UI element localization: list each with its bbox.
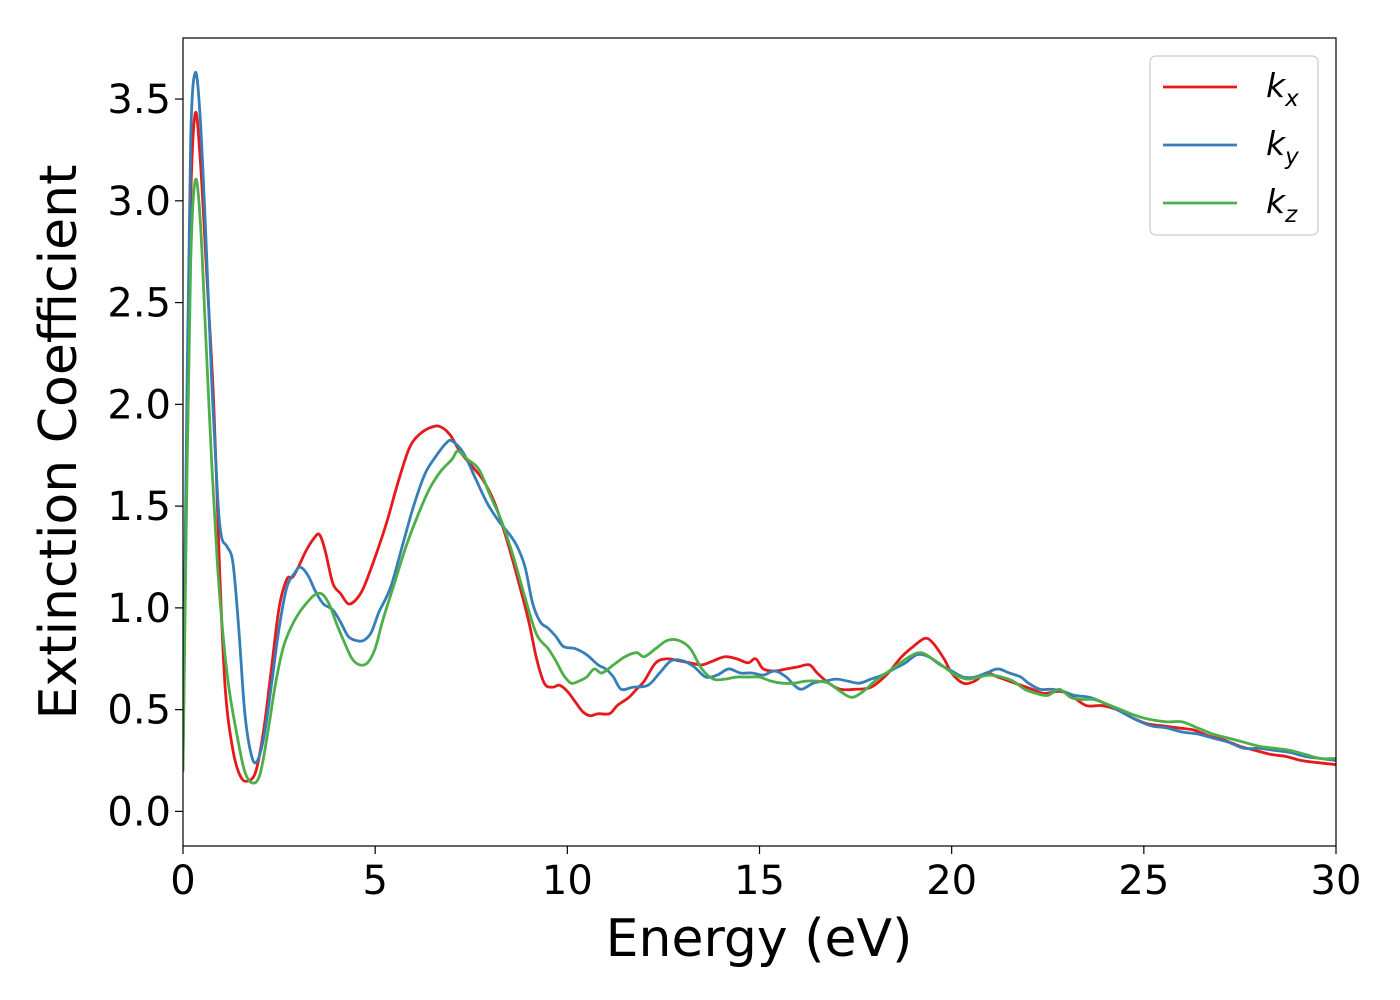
y-tick-label: 0.0 [107, 789, 171, 835]
y-tick-label: 3.0 [107, 179, 171, 225]
legend-label-subscript: y [1284, 144, 1299, 170]
y-tick-label: 2.5 [107, 281, 171, 327]
x-axis-label: Energy (eV) [606, 909, 913, 969]
series-line-ky [183, 71, 1336, 765]
legend-label-subscript: z [1284, 202, 1298, 228]
x-tick-label: 25 [1118, 858, 1169, 904]
x-tick-label: 15 [734, 858, 785, 904]
x-tick-label: 5 [362, 858, 387, 904]
series-line-kx [183, 110, 1336, 783]
legend-label-base: k [1266, 66, 1287, 105]
y-tick-label: 1.5 [107, 484, 171, 530]
legend-label-base: k [1266, 182, 1287, 221]
legend-label-kx: kx [1266, 66, 1299, 112]
x-tick-label: 30 [1311, 858, 1362, 904]
y-tick-label: 3.5 [107, 77, 171, 123]
x-axis: 0 5 10 15 20 25 30 [170, 846, 1361, 904]
y-tick-label: 2.0 [107, 382, 171, 428]
y-axis: 0.0 0.5 1.0 1.5 2.0 2.5 3.0 3.5 [107, 77, 183, 835]
legend-label-kz: kz [1266, 182, 1298, 228]
legend-label-ky: ky [1266, 124, 1299, 170]
x-tick-label: 20 [926, 858, 977, 904]
y-axis-label: Extinction Coefficient [29, 165, 89, 720]
legend-label-subscript: x [1284, 86, 1299, 112]
legend-label-base: k [1266, 124, 1287, 163]
series-layer [183, 71, 1336, 785]
plot-area [182, 37, 1337, 847]
y-tick-label: 1.0 [107, 586, 171, 632]
series-line-kz [183, 177, 1336, 785]
x-tick-label: 10 [542, 858, 593, 904]
x-tick-label: 0 [170, 858, 195, 904]
y-tick-label: 0.5 [107, 688, 171, 734]
